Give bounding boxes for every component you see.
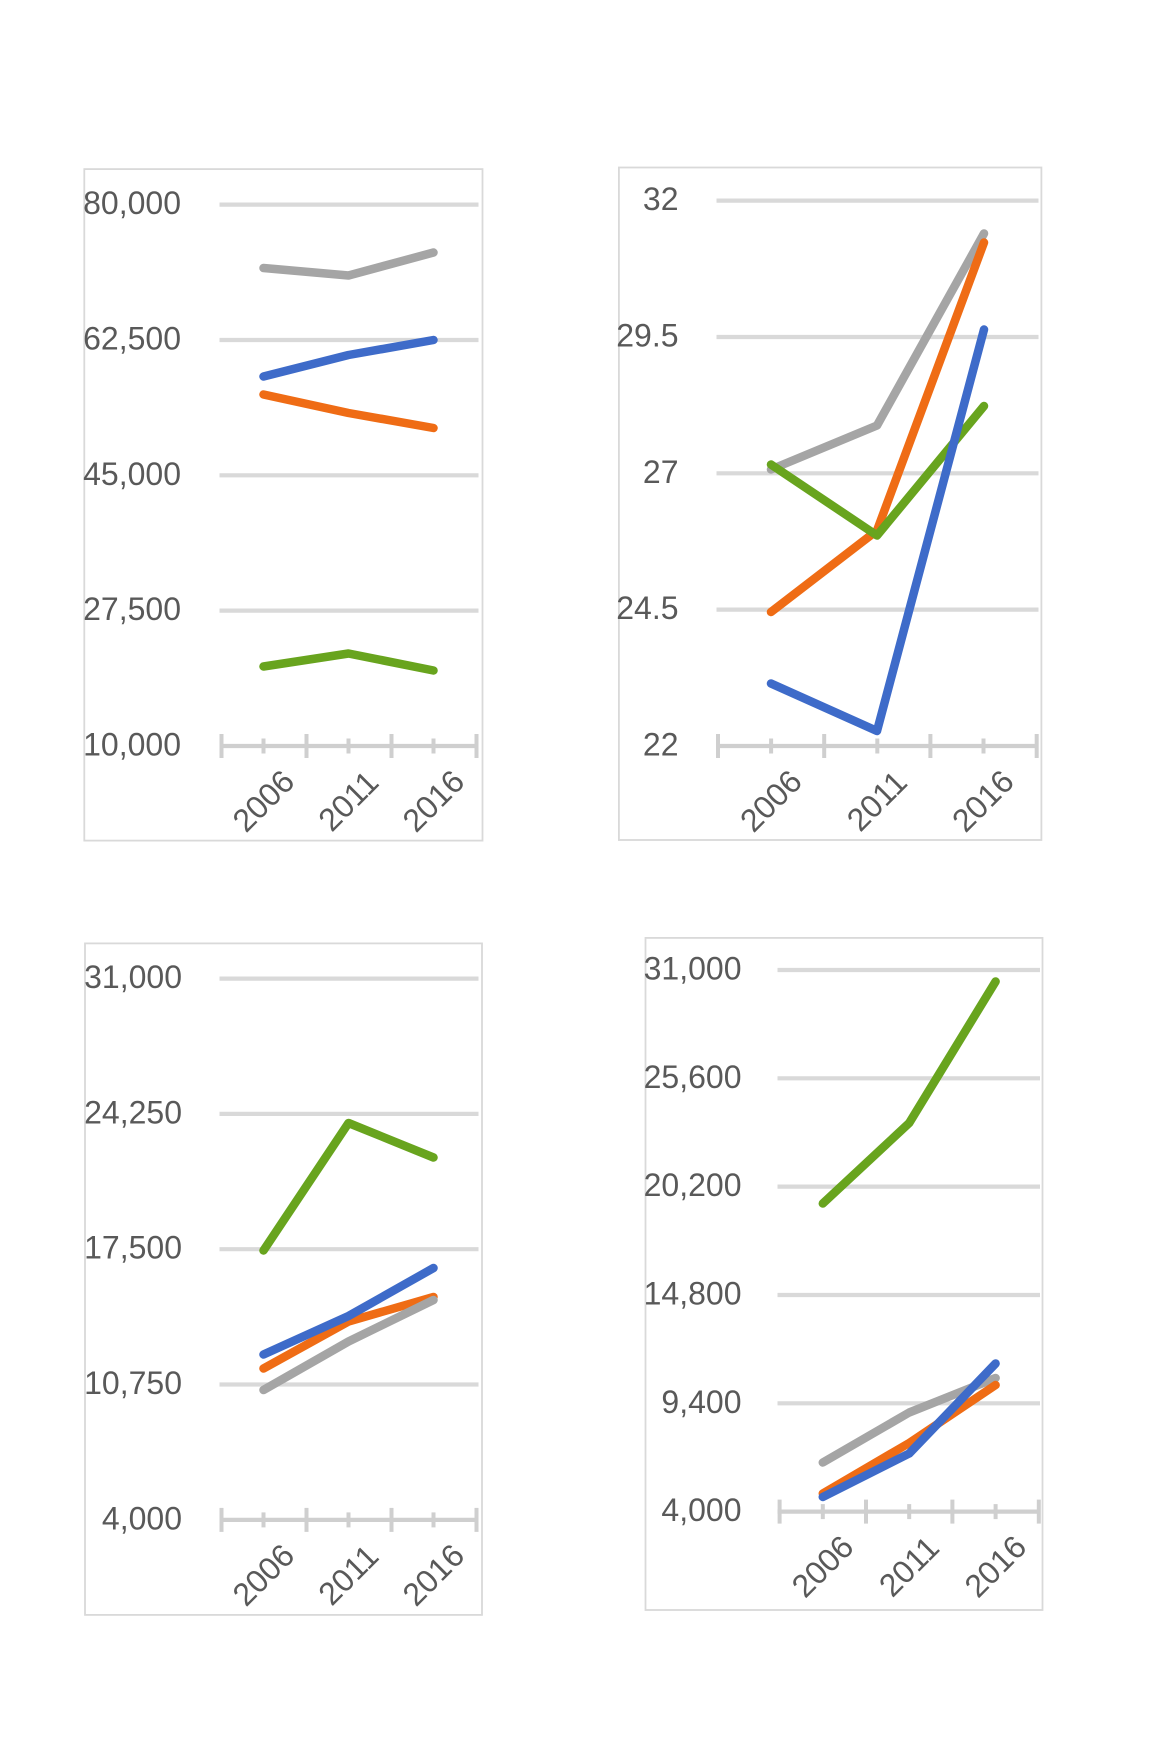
svg-text:62,500: 62,500 (83, 321, 181, 357)
svg-text:25,600: 25,600 (644, 1059, 742, 1095)
svg-text:32: 32 (643, 181, 679, 217)
svg-text:31,000: 31,000 (84, 959, 182, 995)
svg-text:10,000: 10,000 (83, 727, 181, 763)
svg-text:45,000: 45,000 (83, 456, 181, 492)
svg-text:29.5: 29.5 (616, 318, 678, 354)
svg-text:80,000: 80,000 (83, 185, 181, 221)
svg-text:24.5: 24.5 (616, 590, 678, 626)
svg-text:31,000: 31,000 (644, 951, 742, 987)
svg-text:4,000: 4,000 (102, 1500, 182, 1536)
svg-text:10,750: 10,750 (84, 1365, 182, 1401)
svg-text:4,000: 4,000 (661, 1492, 741, 1528)
svg-text:24,250: 24,250 (84, 1094, 182, 1130)
svg-text:27,500: 27,500 (83, 591, 181, 627)
svg-text:9,400: 9,400 (661, 1384, 741, 1420)
svg-text:20,200: 20,200 (644, 1167, 742, 1203)
svg-text:17,500: 17,500 (84, 1230, 182, 1266)
svg-text:27: 27 (643, 454, 679, 490)
svg-text:14,800: 14,800 (644, 1276, 742, 1312)
svg-text:22: 22 (643, 727, 679, 763)
